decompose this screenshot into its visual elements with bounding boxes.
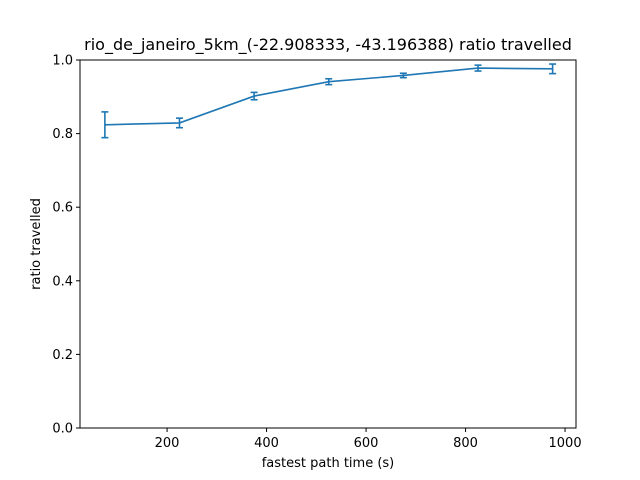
plot-frame [79,59,577,429]
y-tick-label: 0.0 [52,422,73,437]
y-tick-label: 0.6 [52,201,73,216]
y-tick-label: 0.2 [52,348,73,363]
y-axis-label: ratio travelled [29,198,44,290]
x-tick-label: 1000 [549,436,582,451]
y-tick-label: 1.0 [52,54,73,69]
x-tick-label: 800 [453,436,478,451]
y-tick-label: 0.4 [52,274,73,289]
x-axis-label: fastest path time (s) [262,456,395,471]
x-tick-label: 200 [155,436,180,451]
x-tick-label: 600 [354,436,379,451]
series-line [104,67,553,126]
chart-title: rio_de_janeiro_5km_(-22.908333, -43.1963… [84,35,572,55]
y-tick-label: 0.8 [52,127,73,142]
x-tick-label: 400 [254,436,279,451]
